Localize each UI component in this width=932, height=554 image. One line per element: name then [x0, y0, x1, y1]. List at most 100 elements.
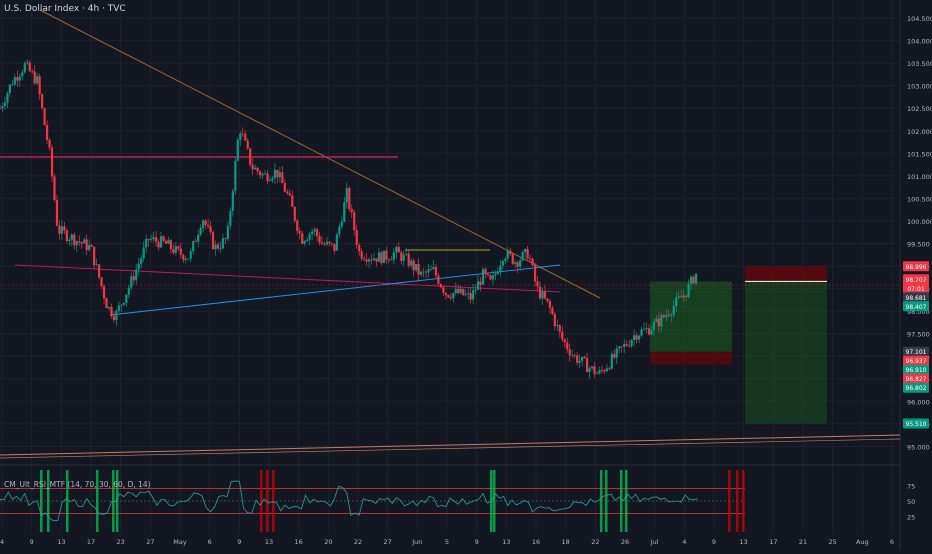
rsi-signal-bar [40, 470, 43, 532]
candle-body [206, 224, 210, 227]
symbol-title: U.S. Dollar Index · 4h · TVC [4, 4, 126, 14]
rsi-signal-bar [605, 470, 608, 532]
candle-body [112, 316, 116, 321]
candle-body [70, 234, 73, 240]
candle-body [122, 302, 125, 305]
candle-body [306, 239, 309, 242]
candle-body [174, 246, 177, 253]
candle-body [670, 314, 673, 316]
candle-body [221, 238, 225, 249]
candle-body [214, 244, 217, 250]
candle-body [343, 202, 346, 222]
candle-body [266, 173, 269, 181]
candle-body [348, 188, 351, 210]
candle-body [268, 180, 272, 181]
price-label-box [903, 274, 929, 285]
candle-body [588, 368, 591, 373]
candle-body [224, 238, 227, 240]
candle-body [472, 289, 475, 300]
candle-body [690, 276, 693, 284]
x-tick-label: Jul [650, 538, 659, 546]
rsi-tick-label: 50 [907, 498, 915, 506]
candle-body [566, 342, 569, 350]
candle-body [127, 287, 130, 295]
candle-body [640, 329, 643, 336]
y-tick-label: 95.000 [907, 443, 930, 451]
rsi-signal-bar [116, 470, 119, 532]
candle-body [680, 296, 683, 298]
candle-body [117, 305, 120, 311]
candle-body [390, 259, 393, 261]
candle-body [199, 227, 202, 235]
price-label: 97.101 [906, 349, 927, 356]
price-label-box [903, 355, 929, 366]
rsi-signal-bar [66, 470, 69, 532]
candle-body [130, 276, 133, 288]
candle-body [271, 178, 274, 181]
candle-body [628, 345, 631, 347]
candle-body [536, 281, 539, 287]
candle-body [192, 241, 195, 252]
y-tick-label: 104.500 [907, 15, 932, 23]
x-tick-label: 16 [532, 538, 540, 546]
candle-body [387, 259, 390, 261]
x-tick-label: 13 [265, 538, 273, 546]
candle-body [647, 328, 651, 335]
x-tick-label: 9 [237, 538, 241, 546]
y-tick-label: 96.000 [907, 398, 930, 406]
candle-body [11, 84, 14, 86]
candle-body [249, 148, 252, 165]
rsi-signal-bar [742, 470, 745, 532]
candle-body [50, 147, 54, 177]
candle-body [159, 236, 163, 248]
y-tick-label: 100.500 [907, 195, 932, 203]
rsi-signal-bar [736, 470, 739, 532]
candle-body [28, 62, 31, 72]
candle-body [0, 108, 2, 110]
candle-body [598, 370, 601, 374]
candle-body [18, 76, 21, 81]
candle-body [675, 297, 678, 307]
candle-body [142, 247, 145, 259]
candle-body [444, 292, 447, 296]
x-tick-label: 17 [87, 538, 95, 546]
y-tick-label: 103.000 [907, 83, 932, 91]
candle-body [538, 286, 542, 299]
candle-body [102, 286, 106, 299]
candle-body [358, 244, 361, 252]
candle-body [291, 195, 294, 207]
candle-body [281, 172, 284, 184]
price-label: 96.802 [906, 385, 927, 392]
candle-body [491, 275, 495, 280]
candle-body [323, 244, 326, 245]
candle-body [551, 307, 554, 315]
candle-body [120, 304, 123, 306]
price-label: 07:01 [907, 286, 924, 293]
candle-body [397, 246, 400, 253]
candle-body [372, 258, 376, 261]
x-tick-label: 9 [30, 538, 34, 546]
rsi-signal-bar [112, 470, 115, 532]
rsi-signal-bar [266, 470, 269, 532]
y-tick-label: 102.000 [907, 128, 932, 136]
candle-body [209, 226, 212, 232]
rsi-signal-bar [272, 470, 275, 532]
candle-body [499, 265, 502, 273]
x-tick-label: 16 [295, 538, 303, 546]
candle-body [167, 240, 170, 244]
candle-body [571, 355, 574, 356]
x-tick-label: 6 [208, 538, 212, 546]
sloped-support-line [14, 264, 561, 293]
candle-body [273, 169, 277, 179]
candle-body [85, 239, 88, 251]
descending-trendline [39, 9, 601, 299]
candle-body [78, 241, 81, 243]
price-label: 98.996 [906, 264, 927, 271]
candle-body [633, 335, 636, 341]
candle-body [637, 335, 641, 340]
candle-body [509, 250, 512, 255]
candle-body [553, 314, 556, 326]
candle-body [365, 259, 368, 262]
